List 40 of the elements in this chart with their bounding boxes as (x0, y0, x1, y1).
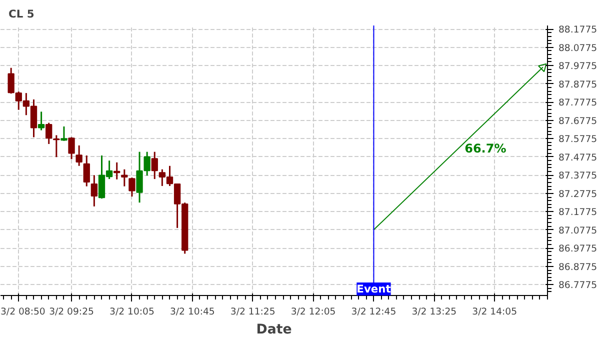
x-tick-label: 3/2 09:25 (49, 306, 94, 318)
ref-line-label: Event (356, 282, 391, 296)
y-tick-label: 86.8775 (558, 262, 598, 273)
candlestick (151, 151, 158, 180)
x-tick-label: 3/2 10:05 (110, 306, 154, 318)
x-tick-label: 3/2 12:45 (351, 306, 396, 318)
y-tick-label: 87.4775 (558, 152, 598, 164)
y-tick-label: 87.3775 (558, 170, 598, 182)
y-tick-label: 88.0775 (558, 42, 598, 54)
y-tick-label: 87.2775 (558, 188, 598, 200)
candlestick (53, 134, 60, 158)
y-tick-label: 86.9775 (558, 244, 598, 255)
y-tick-label: 87.8775 (558, 79, 598, 90)
candlestick (38, 110, 45, 132)
y-tick-label: 87.6775 (558, 116, 598, 127)
x-tick-label: 3/2 11:25 (230, 306, 276, 318)
candlestick (114, 162, 120, 180)
y-tick-label: 87.7775 (558, 98, 598, 109)
candlestick (128, 176, 136, 198)
candlestick (46, 122, 52, 145)
chart-title: CL 5 (8, 8, 34, 20)
candlestick (90, 174, 98, 208)
annotation: 66.7% (464, 141, 506, 156)
x-tick-label: 3/2 13:25 (412, 306, 457, 318)
y-tick-label: 87.0775 (558, 225, 598, 236)
x-tick-label: 3/2 08:50 (0, 306, 46, 318)
x-tick-label: 3/2 10:45 (170, 306, 215, 318)
y-tick-label: 86.7775 (558, 280, 598, 292)
y-tick-label: 87.9775 (558, 61, 598, 72)
candlestick (83, 154, 90, 188)
candlestick (60, 126, 68, 142)
y-tick-label: 88.1775 (558, 24, 598, 36)
candlestick (121, 168, 128, 188)
x-tick-label: 3/2 14:05 (472, 306, 518, 318)
y-tick-label: 87.5775 (558, 134, 598, 146)
candlestick (68, 136, 75, 160)
x-tick-label: 3/2 12:05 (290, 306, 336, 318)
candlestick (76, 144, 82, 167)
y-tick-label: 87.1775 (558, 207, 598, 218)
x-axis-title: Date (256, 322, 292, 338)
